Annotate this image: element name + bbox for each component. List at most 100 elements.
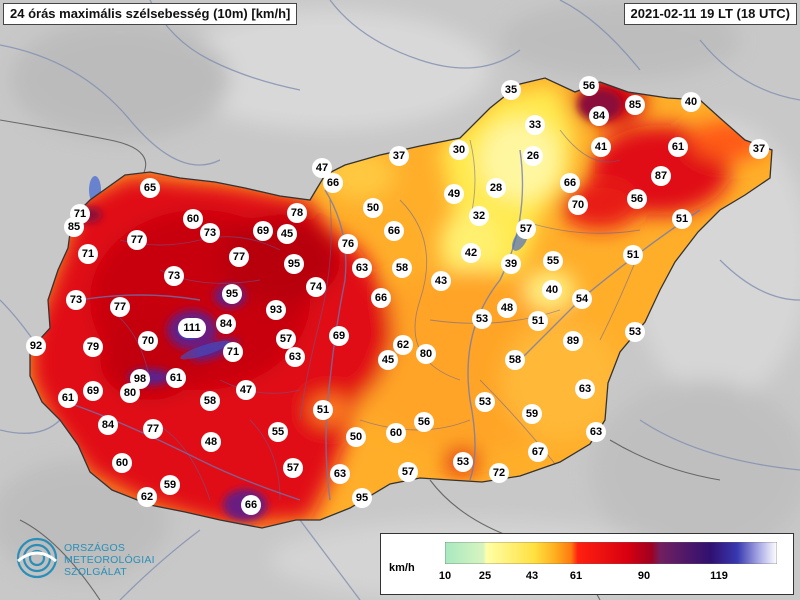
station-value: 30 xyxy=(449,140,469,160)
station-value: 57 xyxy=(283,458,303,478)
omsz-logo: ORSZÁGOS METEOROLÓGIAI SZOLGÁLAT xyxy=(14,535,184,585)
station-value: 42 xyxy=(461,243,481,263)
station-value: 77 xyxy=(143,419,163,439)
legend-unit: km/h xyxy=(389,562,415,574)
station-value: 37 xyxy=(389,146,409,166)
station-value: 71 xyxy=(223,342,243,362)
station-value: 78 xyxy=(287,203,307,223)
station-value: 54 xyxy=(572,289,592,309)
station-value: 93 xyxy=(266,300,286,320)
station-value: 45 xyxy=(277,224,297,244)
station-value: 55 xyxy=(543,251,563,271)
legend-tick: 10 xyxy=(438,570,452,582)
station-value: 85 xyxy=(625,95,645,115)
station-value: 51 xyxy=(313,400,333,420)
omsz-logo-icon xyxy=(16,537,58,579)
station-value: 41 xyxy=(591,137,611,157)
station-value: 43 xyxy=(431,271,451,291)
station-value: 40 xyxy=(542,280,562,300)
station-value: 53 xyxy=(472,309,492,329)
station-value: 59 xyxy=(160,475,180,495)
station-value: 73 xyxy=(164,266,184,286)
station-value: 62 xyxy=(137,487,157,507)
station-value: 33 xyxy=(525,115,545,135)
station-value: 77 xyxy=(127,230,147,250)
station-value: 66 xyxy=(241,495,261,515)
station-value: 65 xyxy=(140,178,160,198)
station-value: 28 xyxy=(486,178,506,198)
station-value: 45 xyxy=(378,350,398,370)
station-value: 63 xyxy=(330,464,350,484)
legend-tick: 43 xyxy=(525,570,539,582)
station-value: 61 xyxy=(58,388,78,408)
station-value: 73 xyxy=(200,223,220,243)
station-value: 56 xyxy=(627,189,647,209)
station-value: 84 xyxy=(98,415,118,435)
station-value: 63 xyxy=(586,422,606,442)
station-value: 40 xyxy=(681,92,701,112)
station-value: 60 xyxy=(183,209,203,229)
station-value: 47 xyxy=(236,380,256,400)
station-value: 35 xyxy=(501,80,521,100)
station-value: 69 xyxy=(253,221,273,241)
map-timestamp: 2021-02-11 19 LT (18 UTC) xyxy=(623,3,797,25)
station-value: 77 xyxy=(110,297,130,317)
station-value: 60 xyxy=(386,423,406,443)
station-value: 58 xyxy=(392,258,412,278)
legend-tick: 25 xyxy=(478,570,492,582)
station-value: 61 xyxy=(668,137,688,157)
station-value: 32 xyxy=(469,206,489,226)
station-value: 87 xyxy=(651,166,671,186)
station-value: 39 xyxy=(501,254,521,274)
station-value: 71 xyxy=(78,244,98,264)
station-value: 59 xyxy=(522,404,542,424)
station-value: 74 xyxy=(306,277,326,297)
legend-tick: 90 xyxy=(637,570,651,582)
station-value: 111 xyxy=(178,318,206,338)
station-value: 63 xyxy=(285,347,305,367)
station-value: 62 xyxy=(393,335,413,355)
legend-tick: 119 xyxy=(710,570,728,582)
station-value: 37 xyxy=(749,139,769,159)
station-value: 85 xyxy=(64,217,84,237)
station-value: 56 xyxy=(414,412,434,432)
station-value: 66 xyxy=(371,288,391,308)
station-value: 53 xyxy=(453,452,473,472)
station-value: 70 xyxy=(568,195,588,215)
station-value: 66 xyxy=(384,221,404,241)
station-value: 95 xyxy=(352,488,372,508)
logo-line-3: SZOLGÁLAT xyxy=(64,566,127,578)
station-value: 84 xyxy=(589,106,609,126)
station-value: 48 xyxy=(497,298,517,318)
station-value: 89 xyxy=(563,331,583,351)
station-value: 92 xyxy=(26,336,46,356)
station-value: 61 xyxy=(166,368,186,388)
station-value: 57 xyxy=(276,329,296,349)
legend-tick: 61 xyxy=(569,570,583,582)
station-value: 95 xyxy=(284,254,304,274)
station-value: 50 xyxy=(363,198,383,218)
station-value: 67 xyxy=(528,442,548,462)
station-value: 69 xyxy=(329,326,349,346)
station-value: 66 xyxy=(560,173,580,193)
station-value: 63 xyxy=(352,258,372,278)
station-value: 60 xyxy=(112,453,132,473)
station-value: 73 xyxy=(66,290,86,310)
legend: km/h 10 25 43 61 90 119 xyxy=(380,533,794,595)
station-value: 77 xyxy=(229,247,249,267)
station-value: 80 xyxy=(120,383,140,403)
station-value: 51 xyxy=(672,209,692,229)
station-value: 58 xyxy=(505,350,525,370)
logo-line-2: METEOROLÓGIAI xyxy=(64,554,155,566)
station-value: 63 xyxy=(575,379,595,399)
station-value: 55 xyxy=(268,422,288,442)
station-value: 47 xyxy=(312,158,332,178)
station-value: 51 xyxy=(528,311,548,331)
station-value: 84 xyxy=(216,314,236,334)
station-value: 26 xyxy=(523,146,543,166)
station-value: 53 xyxy=(475,392,495,412)
station-value: 57 xyxy=(516,219,536,239)
station-value: 51 xyxy=(623,245,643,265)
logo-line-1: ORSZÁGOS xyxy=(64,542,126,554)
